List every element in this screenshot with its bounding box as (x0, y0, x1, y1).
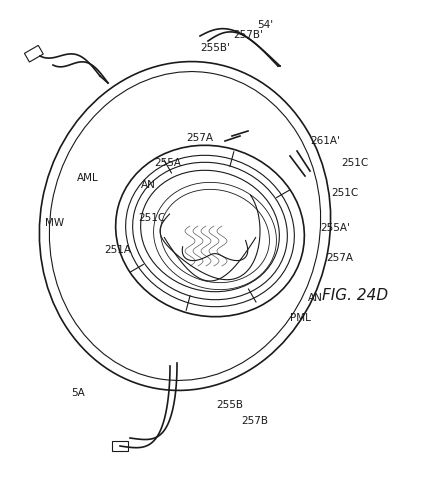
Text: 257B: 257B (242, 416, 268, 426)
Text: 251A: 251A (104, 245, 132, 255)
Text: 255A: 255A (155, 158, 181, 168)
Text: 251C: 251C (331, 188, 359, 198)
Bar (112, 441, 128, 451)
Text: 257B': 257B' (233, 30, 263, 40)
Text: 255B': 255B' (200, 43, 230, 53)
Text: 251C: 251C (341, 158, 368, 168)
Text: 257A: 257A (187, 133, 213, 143)
Text: 5A: 5A (71, 388, 85, 398)
Text: PML: PML (290, 313, 310, 323)
Text: 54': 54' (257, 20, 273, 30)
Text: AN: AN (307, 293, 323, 303)
Text: 255A': 255A' (320, 223, 350, 233)
Text: AML: AML (77, 173, 99, 183)
Text: AN: AN (141, 180, 155, 190)
Text: 251C: 251C (139, 213, 166, 223)
Text: 261A': 261A' (310, 136, 340, 146)
Text: 257A: 257A (326, 253, 353, 263)
Text: FIG. 24D: FIG. 24D (322, 289, 388, 304)
Text: MW: MW (45, 218, 65, 228)
Bar (24, 45, 43, 62)
Text: 255B: 255B (216, 400, 243, 410)
